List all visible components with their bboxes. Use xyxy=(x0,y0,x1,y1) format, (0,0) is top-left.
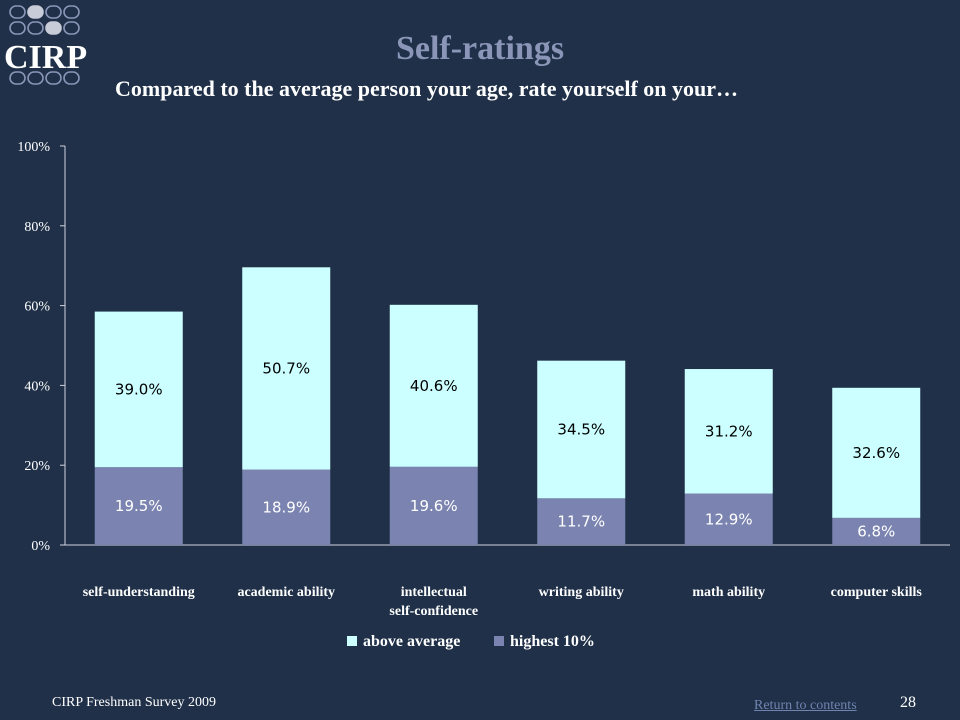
bar-segment-above-average xyxy=(537,360,626,499)
bar-segment-highest-10 xyxy=(832,517,921,545)
return-to-contents-link[interactable]: Return to contents xyxy=(754,698,857,713)
bar-segment-above-average xyxy=(242,267,331,470)
bar-segment-highest-10 xyxy=(684,493,773,545)
bar-segment-highest-10 xyxy=(242,469,331,545)
bar-segment-above-average xyxy=(832,387,921,518)
data-label: 50.7% xyxy=(262,359,310,377)
category-label: intellectual xyxy=(401,585,467,600)
bar-segment-highest-10 xyxy=(389,466,478,545)
page-title: Self-ratings xyxy=(395,30,565,67)
legend-swatch xyxy=(494,636,504,646)
category-label: math ability xyxy=(692,585,765,600)
data-label: 12.9% xyxy=(705,510,753,528)
survey-name: CIRP Freshman Survey 2009 xyxy=(52,695,216,710)
category-label: self-understanding xyxy=(83,585,195,600)
category-label: writing ability xyxy=(539,585,624,600)
data-label: 18.9% xyxy=(262,498,310,516)
page-number: 28 xyxy=(900,694,916,711)
data-label: 11.7% xyxy=(557,513,605,531)
y-tick-label: 100% xyxy=(17,140,50,155)
bar-segment-above-average xyxy=(684,369,773,494)
legend-label: highest 10% xyxy=(510,633,595,650)
data-label: 19.6% xyxy=(410,497,458,515)
legend-swatch xyxy=(347,636,357,646)
cirp-logo: CIRP xyxy=(4,5,87,85)
bar-segment-highest-10 xyxy=(94,467,183,545)
y-tick-label: 40% xyxy=(24,379,50,394)
category-label: computer skills xyxy=(831,585,923,600)
bar-segment-above-average xyxy=(389,304,478,467)
logo-text: CIRP xyxy=(4,39,87,76)
data-label: 6.8% xyxy=(857,522,895,540)
data-label: 34.5% xyxy=(557,420,605,438)
y-tick-label: 0% xyxy=(31,539,50,554)
y-tick-label: 60% xyxy=(24,300,50,315)
data-label: 39.0% xyxy=(115,380,163,398)
page-subtitle: Compared to the average person your age,… xyxy=(115,76,739,101)
y-tick-label: 80% xyxy=(24,220,50,235)
data-label: 32.6% xyxy=(852,444,900,462)
data-label: 40.6% xyxy=(410,377,458,395)
data-label: 31.2% xyxy=(705,422,753,440)
bar-segment-above-average xyxy=(94,311,183,468)
bar-segment-highest-10 xyxy=(537,498,626,545)
data-label: 19.5% xyxy=(115,497,163,515)
legend-label: above average xyxy=(363,633,460,650)
category-label: academic ability xyxy=(237,585,335,600)
category-label: self-confidence xyxy=(389,604,478,619)
stacked-bar-chart: 0% 20% 40% 60% 80% 100% 19.5% 39.0% self-underst… xyxy=(17,140,950,650)
y-tick-label: 20% xyxy=(24,459,50,474)
